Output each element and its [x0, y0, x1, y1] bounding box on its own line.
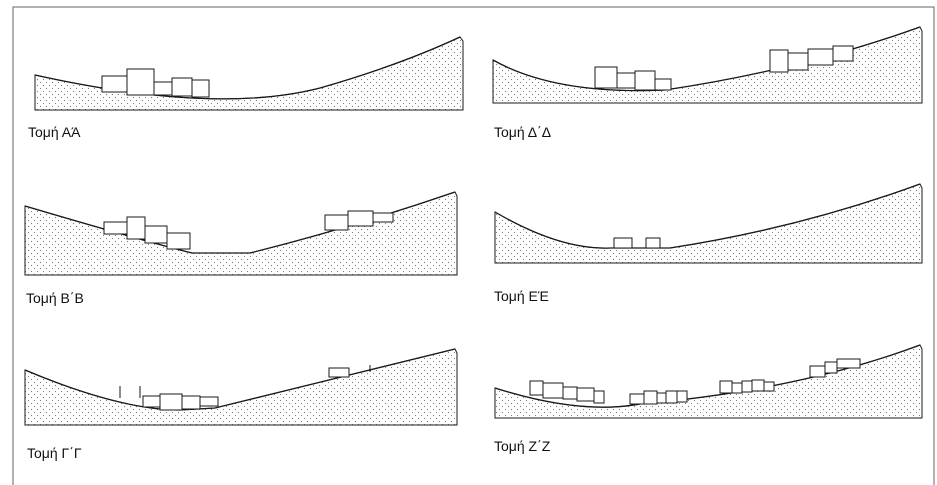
building [807, 48, 834, 66]
terrain-fill [494, 344, 923, 419]
building [824, 361, 838, 374]
buildings [103, 210, 394, 250]
building [529, 380, 544, 396]
page-border [12, 6, 935, 485]
buildings [529, 358, 861, 405]
section-a-profile [34, 36, 464, 111]
building [719, 380, 733, 394]
buildings [613, 237, 661, 249]
building [199, 396, 219, 407]
building [836, 358, 861, 369]
building [594, 66, 618, 89]
building [159, 393, 183, 411]
section-d-profile [492, 26, 923, 104]
terrain-fill [24, 191, 458, 276]
building [191, 79, 210, 98]
building [142, 395, 161, 408]
building [181, 395, 201, 410]
section-d-label: Τομή Δ΄Δ [494, 124, 552, 140]
building [616, 72, 636, 89]
ground-line [24, 348, 456, 411]
building [324, 214, 349, 231]
building [787, 52, 809, 71]
building [593, 390, 605, 404]
building [741, 380, 753, 393]
building [166, 232, 191, 250]
building [645, 237, 661, 249]
terrain-fill [24, 348, 458, 426]
buildings [594, 45, 854, 91]
building [809, 365, 826, 378]
building [634, 70, 656, 91]
ground-line [494, 183, 921, 249]
section-z-label: Τομή Ζ΄Ζ [494, 438, 551, 454]
building [656, 392, 667, 404]
building [832, 45, 854, 62]
building [126, 216, 146, 240]
section-a-label: Τομή ΑΆ [28, 124, 81, 140]
section-z-profile [494, 344, 923, 419]
terrain-fill [494, 183, 923, 264]
building [171, 77, 193, 97]
buildings [142, 367, 350, 411]
building [126, 68, 155, 96]
terrain-fill [492, 26, 923, 104]
buildings [101, 68, 210, 98]
building [372, 212, 394, 223]
building [613, 237, 633, 249]
section-b-label: Τομή Β΄Β [26, 290, 84, 306]
building [328, 367, 350, 378]
building [542, 382, 564, 399]
building [144, 225, 168, 244]
building [643, 390, 658, 405]
building [763, 381, 775, 392]
building [665, 390, 678, 404]
section-e-label: Τομή ΕΈ [494, 288, 549, 304]
building [576, 387, 595, 402]
building [103, 221, 128, 235]
building [751, 379, 765, 392]
building [562, 386, 578, 400]
building [654, 78, 672, 91]
building [347, 210, 374, 227]
section-b-profile [24, 191, 458, 276]
building [731, 382, 743, 394]
section-e-profile [494, 183, 923, 264]
building [769, 49, 789, 73]
section-g-label: Τομή Γ΄Γ [27, 445, 82, 461]
building [629, 393, 645, 405]
building [676, 390, 688, 403]
building [153, 81, 173, 96]
building [101, 75, 128, 93]
section-g-profile [24, 348, 458, 426]
terrain-fill [34, 36, 464, 111]
